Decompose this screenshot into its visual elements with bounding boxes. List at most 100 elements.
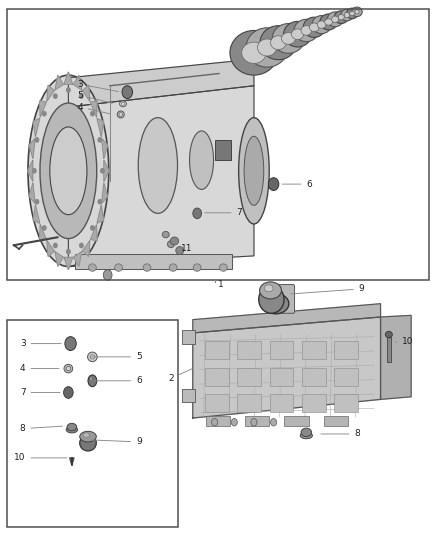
Circle shape: [271, 418, 277, 426]
Ellipse shape: [271, 36, 286, 50]
Bar: [245, 416, 269, 426]
Bar: [215, 140, 231, 160]
Text: 10: 10: [396, 337, 414, 346]
Text: 3: 3: [77, 79, 118, 92]
Polygon shape: [33, 118, 40, 137]
Ellipse shape: [64, 365, 73, 373]
Bar: [387, 337, 391, 362]
Circle shape: [53, 94, 57, 98]
Ellipse shape: [338, 14, 344, 20]
Polygon shape: [70, 458, 74, 465]
Circle shape: [67, 88, 70, 92]
Ellipse shape: [246, 28, 288, 67]
Ellipse shape: [80, 435, 96, 451]
Ellipse shape: [350, 11, 355, 15]
Ellipse shape: [230, 30, 278, 75]
Polygon shape: [29, 138, 35, 159]
Circle shape: [212, 418, 218, 426]
Ellipse shape: [28, 75, 109, 266]
Ellipse shape: [291, 29, 304, 39]
Text: 2: 2: [168, 369, 192, 383]
Ellipse shape: [301, 26, 311, 35]
Ellipse shape: [80, 431, 96, 442]
Circle shape: [101, 168, 104, 173]
Polygon shape: [97, 205, 103, 223]
Bar: [182, 389, 195, 402]
Bar: [334, 341, 358, 359]
Polygon shape: [97, 118, 103, 137]
Bar: [205, 341, 229, 359]
Circle shape: [91, 111, 94, 116]
Ellipse shape: [284, 21, 311, 47]
Ellipse shape: [303, 17, 325, 37]
Ellipse shape: [301, 428, 311, 437]
Circle shape: [42, 226, 46, 230]
Ellipse shape: [332, 16, 339, 22]
Circle shape: [65, 337, 76, 351]
Ellipse shape: [90, 355, 95, 359]
Circle shape: [42, 111, 46, 116]
Bar: [205, 394, 229, 412]
Circle shape: [35, 199, 39, 204]
Polygon shape: [40, 101, 46, 117]
Circle shape: [103, 270, 112, 280]
Text: 6: 6: [282, 180, 312, 189]
Bar: [205, 368, 229, 385]
Ellipse shape: [138, 118, 177, 213]
Bar: [75, 254, 232, 269]
Ellipse shape: [120, 101, 127, 107]
Ellipse shape: [219, 264, 227, 271]
Polygon shape: [193, 317, 381, 418]
Text: 5: 5: [77, 91, 113, 103]
Ellipse shape: [317, 21, 326, 28]
Ellipse shape: [325, 19, 332, 25]
Ellipse shape: [115, 264, 123, 271]
Polygon shape: [55, 252, 64, 266]
Bar: [302, 341, 325, 359]
Ellipse shape: [121, 102, 125, 106]
Circle shape: [98, 199, 102, 204]
Bar: [270, 394, 293, 412]
Polygon shape: [73, 252, 82, 266]
Text: 4: 4: [77, 102, 110, 114]
Circle shape: [35, 138, 39, 142]
Ellipse shape: [344, 12, 350, 18]
Polygon shape: [33, 205, 40, 223]
Polygon shape: [68, 86, 254, 266]
Bar: [7, 9, 428, 280]
Circle shape: [193, 208, 201, 219]
Ellipse shape: [258, 39, 277, 56]
Ellipse shape: [355, 10, 359, 14]
Ellipse shape: [169, 264, 177, 271]
Polygon shape: [90, 101, 97, 117]
Ellipse shape: [294, 19, 318, 42]
Ellipse shape: [320, 14, 337, 30]
Ellipse shape: [89, 376, 92, 381]
Bar: [206, 416, 230, 426]
Ellipse shape: [265, 285, 273, 292]
Ellipse shape: [66, 367, 71, 370]
Ellipse shape: [50, 127, 87, 215]
Ellipse shape: [272, 23, 304, 53]
Ellipse shape: [244, 136, 264, 205]
Circle shape: [98, 138, 102, 142]
Ellipse shape: [167, 241, 174, 248]
Bar: [182, 330, 195, 344]
Bar: [334, 368, 358, 385]
Polygon shape: [28, 160, 33, 181]
Circle shape: [80, 244, 83, 248]
Bar: [302, 394, 325, 412]
Circle shape: [53, 244, 57, 248]
Text: 3: 3: [20, 339, 61, 348]
Circle shape: [67, 249, 70, 254]
Circle shape: [268, 177, 279, 190]
Polygon shape: [102, 138, 108, 159]
Polygon shape: [40, 224, 46, 241]
Text: 8: 8: [321, 430, 360, 439]
Ellipse shape: [334, 11, 348, 23]
Polygon shape: [47, 240, 54, 256]
Ellipse shape: [300, 432, 312, 439]
Ellipse shape: [341, 9, 353, 21]
Polygon shape: [68, 59, 254, 107]
Bar: [270, 368, 293, 385]
